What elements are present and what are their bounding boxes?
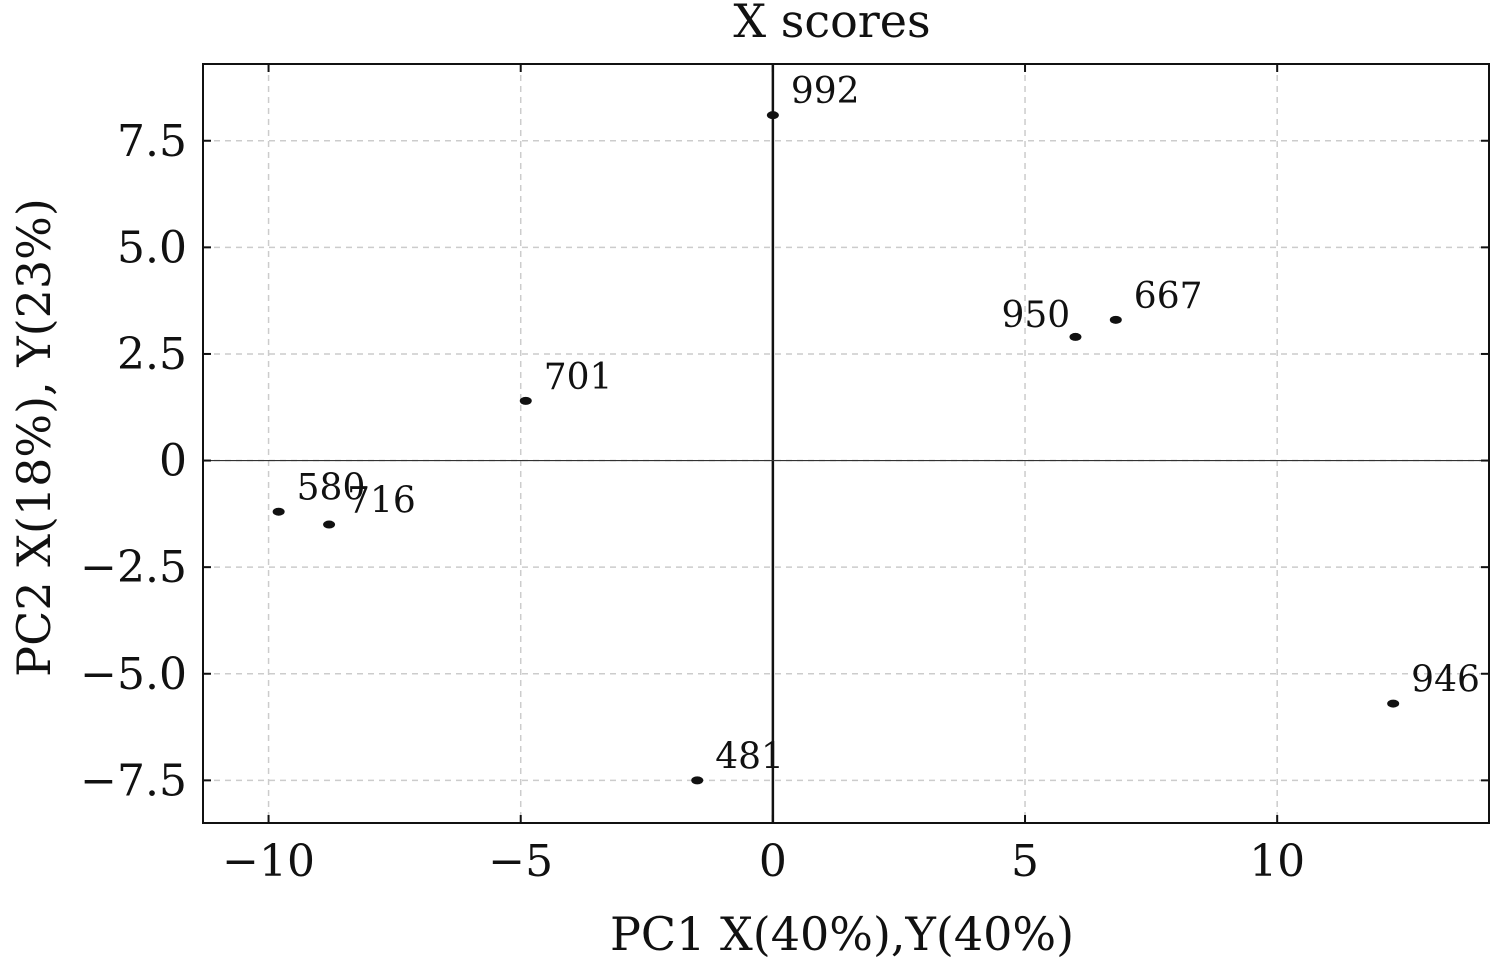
point-label-950: 950 (1001, 295, 1070, 336)
x-tick-label: 0 (759, 836, 787, 887)
data-point-701 (519, 396, 532, 405)
x-tick-label: −10 (222, 836, 315, 887)
y-tick-label: 7.5 (117, 116, 187, 167)
data-point-992 (766, 111, 779, 120)
x-tick-label: 10 (1249, 836, 1305, 887)
y-tick-label: −5.0 (80, 649, 187, 700)
x-tick-label: −5 (488, 836, 553, 887)
y-tick-label: −2.5 (80, 542, 187, 593)
reference-lines (203, 64, 1489, 823)
x-tick-label: 5 (1011, 836, 1039, 887)
point-label-481: 481 (715, 736, 784, 777)
point-label-701: 701 (544, 357, 613, 398)
data-point-946 (1387, 699, 1400, 708)
y-tick-label: −7.5 (80, 755, 187, 806)
chart-title: X scores (733, 0, 930, 48)
x-axis-title: PC1 X(40%),Y(40%) (610, 907, 1074, 961)
data-point-481 (691, 776, 704, 785)
axis-ticks: −10 −5 0 5 10 7.5 5.0 2.5 0 −2.5 −5.0 −7.5 (80, 64, 1489, 887)
data-point-950 (1069, 332, 1082, 341)
data-point-716 (323, 520, 336, 529)
data-point-667 (1109, 315, 1122, 324)
y-axis-title: PC2 X(18%), Y(23%) (7, 198, 61, 677)
data-point-580 (272, 507, 285, 516)
point-label-946: 946 (1411, 660, 1480, 701)
plot-area-frame (202, 63, 1490, 824)
point-label-580: 580 (297, 468, 366, 509)
point-label-716: 716 (347, 481, 416, 522)
y-tick-label: 2.5 (117, 329, 187, 380)
point-label-667: 667 (1134, 276, 1203, 317)
point-label-992: 992 (791, 71, 860, 112)
grid (203, 64, 1489, 823)
y-tick-label: 5.0 (117, 222, 187, 273)
y-tick-label: 0 (159, 436, 187, 487)
